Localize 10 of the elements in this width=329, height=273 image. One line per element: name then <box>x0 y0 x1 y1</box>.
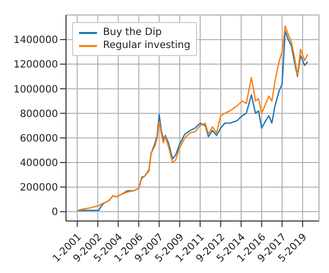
legend-label: Buy the Dip <box>103 26 162 39</box>
y-tick-label: 200000 <box>20 182 58 194</box>
y-tick-label: 400000 <box>20 158 58 170</box>
legend-label: Regular investing <box>103 39 190 52</box>
y-tick-label: 600000 <box>20 133 58 144</box>
y-tick-label: 1400000 <box>13 35 58 46</box>
y-tick-label: 800000 <box>20 108 58 120</box>
y-tick-label: 1000000 <box>13 84 58 96</box>
y-tick-label: 0 <box>52 207 58 218</box>
y-tick-label: 1200000 <box>13 60 58 71</box>
